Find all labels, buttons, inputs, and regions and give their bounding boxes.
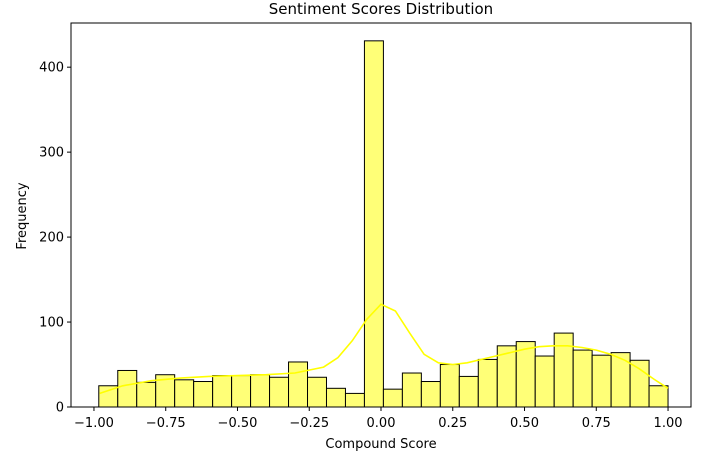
histogram-bar (250, 374, 271, 408)
y-axis-label: Frequency (15, 182, 30, 249)
x-tick-label: −0.25 (289, 416, 329, 431)
x-tick-label: 0.00 (367, 416, 396, 431)
x-tick-label: 1.00 (654, 416, 683, 431)
y-axis-ticks: 0 100 200 300 400 (39, 61, 71, 416)
x-tick-label: −0.75 (146, 416, 186, 431)
x-tick-label: 0.50 (510, 416, 539, 431)
x-tick-label: −0.50 (218, 416, 258, 431)
histogram-bar (193, 381, 214, 408)
histogram-bar (174, 379, 195, 408)
histogram-bar (288, 361, 309, 408)
histogram-bars (98, 40, 669, 408)
x-tick-label: −1.00 (74, 416, 114, 431)
histogram-bar (534, 355, 555, 408)
histogram-bar (591, 354, 612, 408)
plot-frame (70, 22, 692, 408)
histogram-bar (553, 332, 574, 408)
x-axis-ticks: −1.00 −0.75 −0.50 −0.25 0.00 0.25 0.50 0.75 1.00 (74, 407, 683, 431)
histogram-bar (363, 40, 384, 408)
kde-curve (99, 303, 669, 395)
histogram-bar (401, 372, 422, 408)
histogram-bar (572, 349, 593, 408)
y-tick-label: 200 (39, 231, 64, 246)
histogram-bar (458, 375, 479, 408)
y-tick-label: 400 (39, 61, 64, 76)
histogram-bar (420, 381, 441, 408)
histogram-bar (477, 358, 498, 408)
y-tick-label: 0 (56, 401, 64, 416)
chart-title: Sentiment Scores Distribution (269, 0, 493, 18)
histogram-bar (269, 376, 290, 408)
histogram-bar (117, 369, 138, 408)
histogram-bar (515, 341, 536, 408)
histogram-bar (136, 381, 157, 408)
x-axis-label: Compound Score (325, 437, 436, 452)
histogram-bar (382, 388, 403, 408)
x-tick-label: 0.75 (582, 416, 611, 431)
histogram-bar (325, 387, 346, 408)
y-tick-label: 100 (39, 316, 64, 331)
histogram-bar (212, 375, 233, 408)
histogram-bar (648, 385, 669, 408)
histogram-bar (344, 392, 365, 408)
histogram-bar (307, 376, 327, 408)
histogram-bar (629, 359, 650, 408)
histogram-bar (439, 364, 460, 408)
histogram-bar (231, 375, 252, 408)
y-tick-label: 300 (39, 146, 64, 161)
x-tick-label: 0.25 (438, 416, 467, 431)
